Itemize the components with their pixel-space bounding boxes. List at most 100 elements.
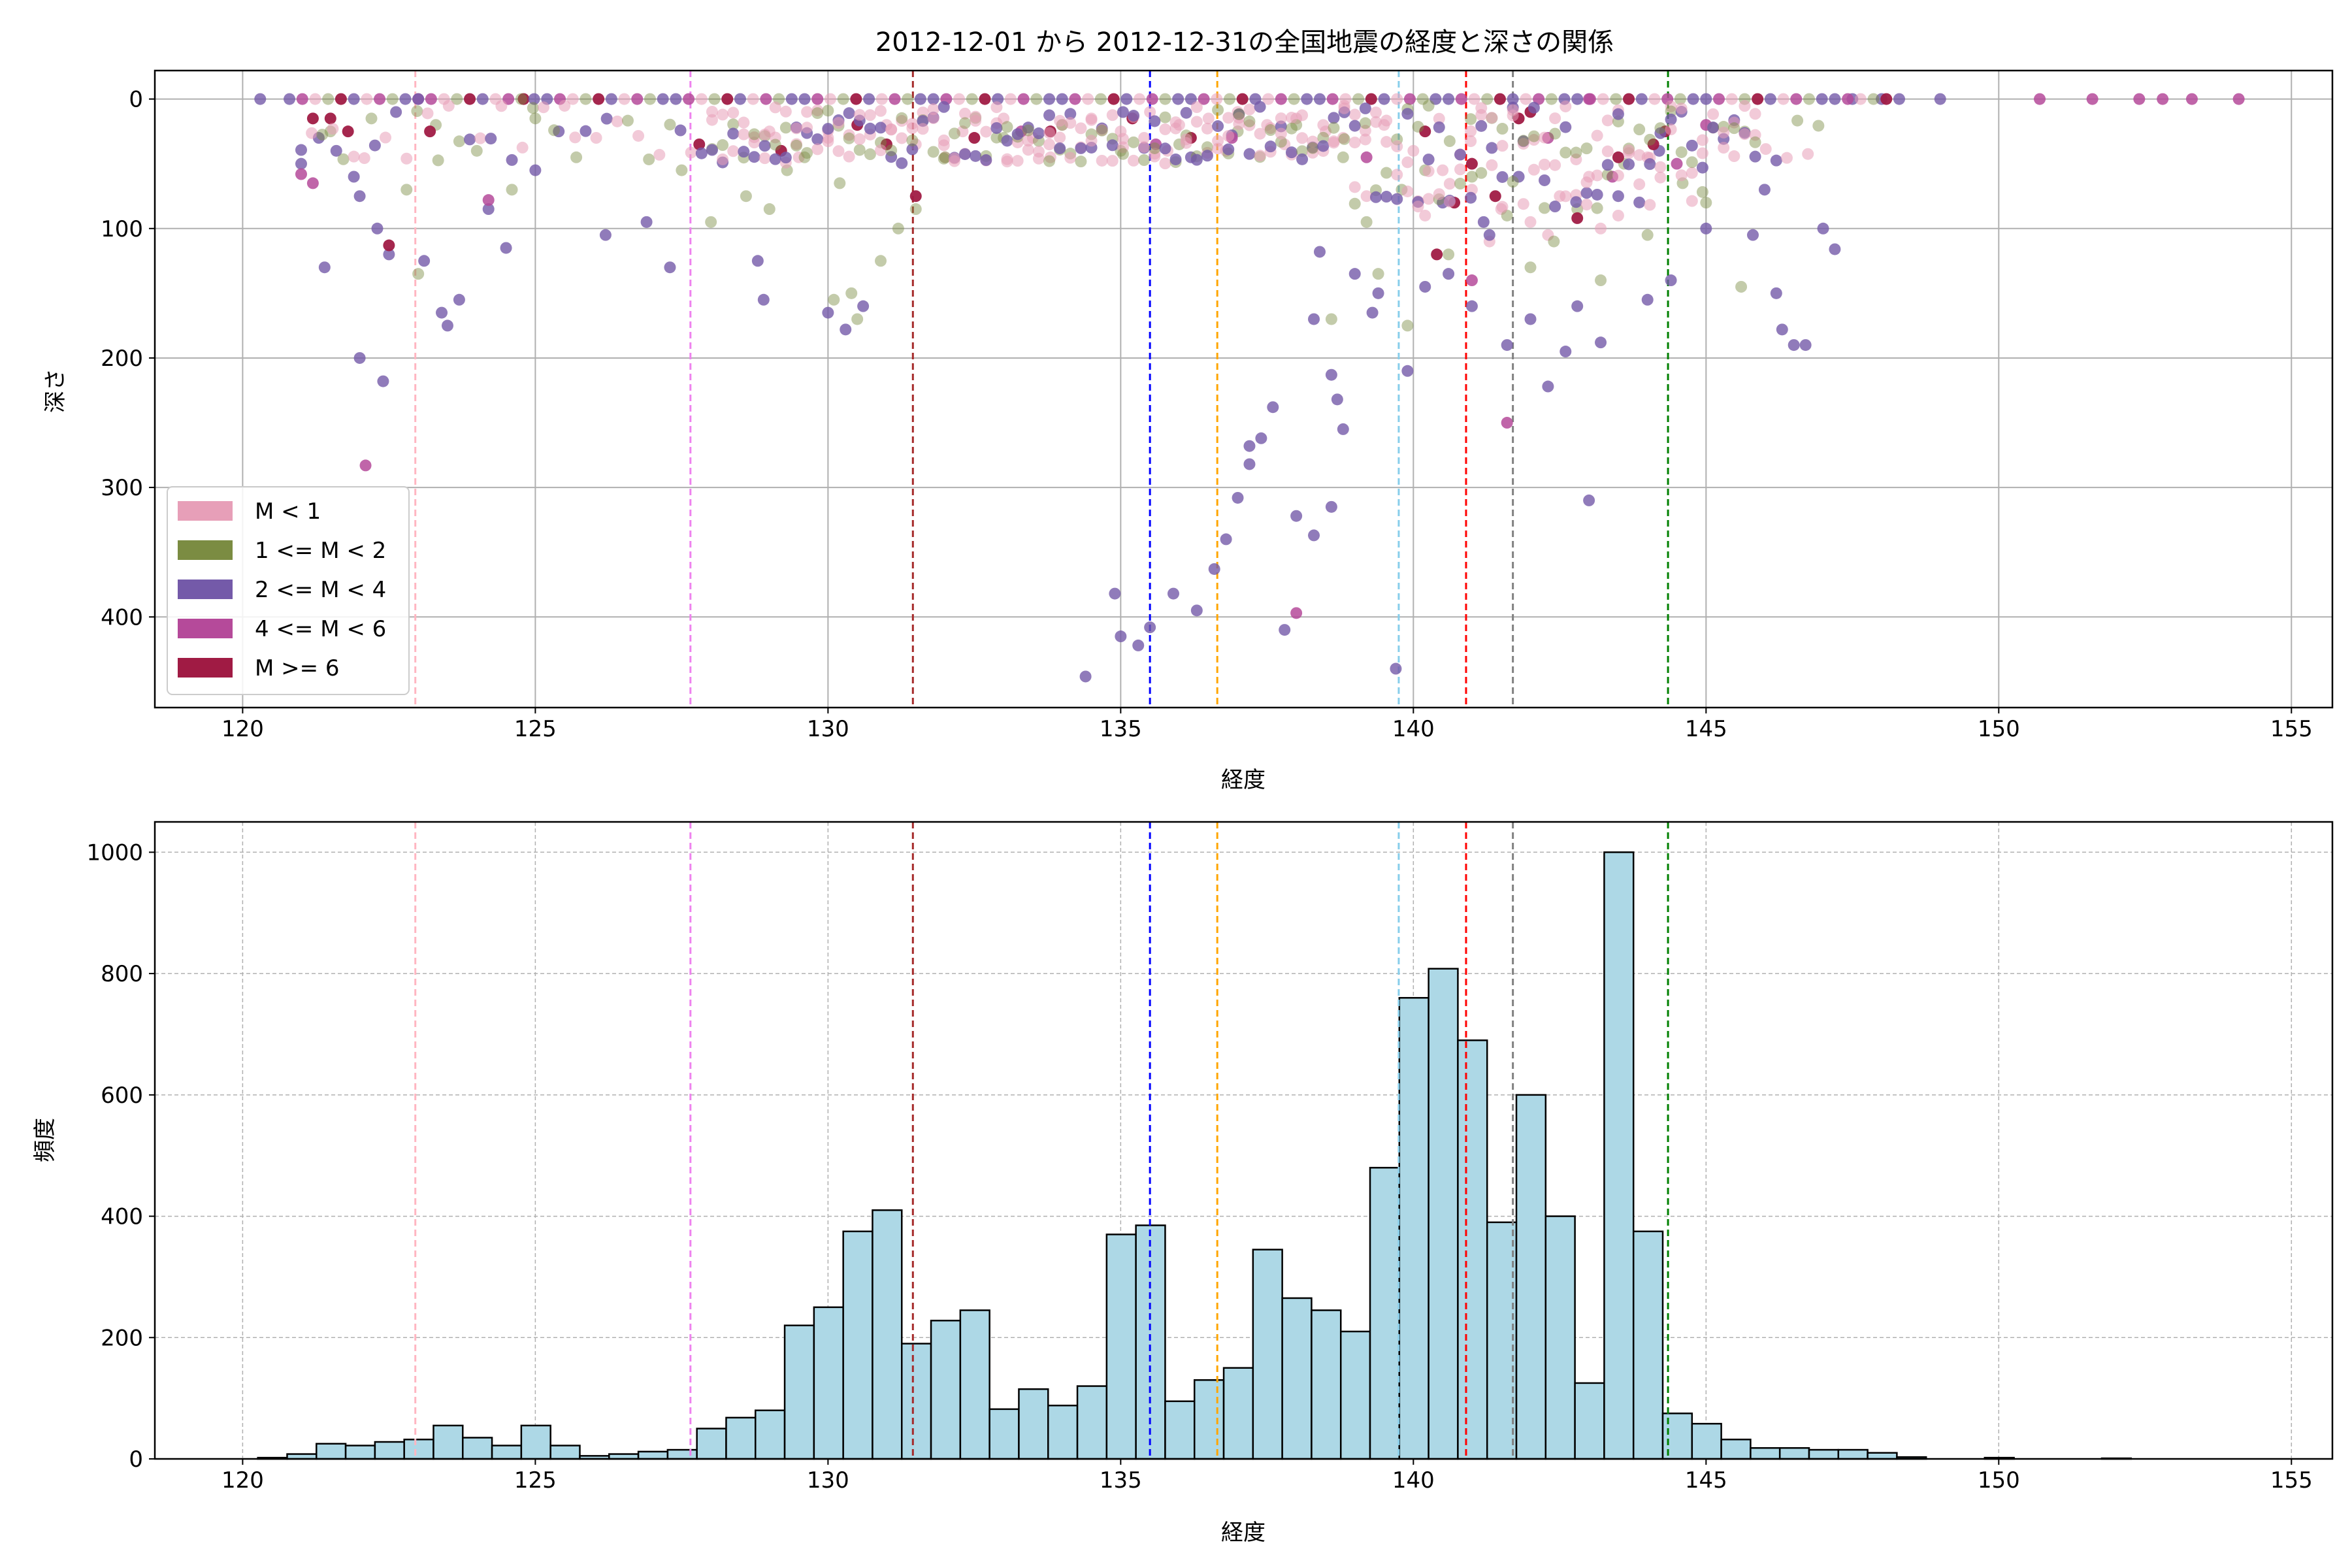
scatter-point <box>1085 135 1098 147</box>
scatter-point <box>1601 114 1614 127</box>
scatter-legend-label: M >= 6 <box>255 655 340 681</box>
histogram-bar <box>1164 1400 1196 1460</box>
scatter-point <box>953 93 966 105</box>
scatter-point <box>1770 287 1782 299</box>
scatter-point <box>1583 494 1595 506</box>
scatter-point <box>1788 339 1800 351</box>
scatter-x-tick-label: 145 <box>1685 716 1727 742</box>
histogram-bar <box>462 1437 493 1460</box>
scatter-point <box>1501 417 1513 429</box>
scatter-point <box>383 248 395 261</box>
scatter-point <box>1401 185 1414 197</box>
histogram-bar <box>1544 1215 1576 1460</box>
scatter-point <box>738 146 750 158</box>
scatter-point <box>527 102 539 114</box>
scatter-point <box>1443 178 1456 190</box>
scatter-point <box>938 101 950 113</box>
histogram-bar <box>872 1209 903 1460</box>
scatter-point <box>705 216 717 228</box>
scatter-point <box>1665 274 1677 287</box>
scatter-point <box>1597 93 1609 105</box>
scatter-point <box>1337 423 1349 435</box>
scatter-point <box>318 261 331 274</box>
scatter-point <box>853 133 866 146</box>
scatter-legend-label: M < 1 <box>255 498 321 525</box>
scatter-point <box>769 101 781 114</box>
scatter-point <box>683 93 695 105</box>
scatter-point <box>1022 124 1034 137</box>
scatter-point <box>1331 393 1343 406</box>
scatter-point <box>1571 212 1584 224</box>
scatter-point <box>1243 115 1256 127</box>
histogram-y-tick-label: 600 <box>101 1083 143 1109</box>
scatter-point <box>2133 93 2146 105</box>
scatter-point <box>1829 243 1841 255</box>
scatter-point <box>1422 193 1435 205</box>
scatter-point <box>1539 174 1551 186</box>
scatter-point <box>1595 336 1607 349</box>
histogram-bar <box>316 1443 347 1460</box>
scatter-point <box>1184 93 1197 105</box>
histogram-bar <box>1778 1447 1810 1460</box>
scatter-point <box>631 93 644 105</box>
scatter-y-tick-label: 0 <box>129 87 143 113</box>
scatter-point <box>1770 154 1782 167</box>
scatter-point <box>1635 93 1648 105</box>
scatter-point <box>966 93 978 105</box>
histogram-x-tick-label: 155 <box>2270 1467 2313 1494</box>
scatter-point <box>322 93 335 105</box>
scatter-point <box>1739 128 1751 140</box>
scatter-point <box>1560 100 1572 112</box>
scatter-point <box>418 255 431 267</box>
scatter-point <box>1201 141 1213 154</box>
scatter-point <box>1359 133 1371 146</box>
scatter-point <box>1612 151 1624 163</box>
histogram-bar <box>988 1408 1020 1460</box>
scatter-point <box>1325 368 1337 381</box>
scatter-point <box>1610 93 1622 105</box>
scatter-point <box>1064 117 1077 129</box>
scatter-point <box>1380 191 1393 203</box>
scatter-point <box>1494 93 1506 105</box>
scatter-point <box>822 123 834 135</box>
scatter-point <box>1686 139 1698 152</box>
scatter-point <box>1159 123 1171 135</box>
scatter-point <box>875 93 888 105</box>
histogram-reference-lines <box>414 822 1669 1459</box>
scatter-point <box>769 139 781 151</box>
scatter-point <box>1366 306 1379 319</box>
scatter-point <box>1431 248 1443 261</box>
scatter-point <box>896 132 908 144</box>
scatter-point <box>763 203 776 216</box>
histogram-bar <box>1691 1422 1722 1460</box>
scatter-point <box>383 239 395 252</box>
scatter-point <box>896 115 908 127</box>
scatter-point <box>1369 106 1382 119</box>
scatter-point <box>306 112 319 125</box>
scatter-point <box>1232 491 1244 504</box>
scatter-point <box>1524 216 1537 228</box>
histogram-bar <box>374 1441 405 1460</box>
scatter-point <box>570 151 583 163</box>
scatter-point <box>1128 110 1140 122</box>
histogram-bar <box>1486 1221 1518 1460</box>
scatter-point <box>1032 146 1045 158</box>
scatter-point <box>425 93 437 105</box>
scatter-point <box>1201 122 1213 135</box>
scatter-point <box>1475 167 1488 179</box>
scatter-point <box>1313 93 1326 105</box>
scatter-point <box>798 93 811 105</box>
scatter-point <box>1527 134 1540 146</box>
scatter-point <box>1696 186 1708 198</box>
scatter-point <box>845 287 858 299</box>
scatter-point <box>1043 155 1056 167</box>
scatter-point <box>1017 93 1030 105</box>
scatter-point <box>1243 458 1256 470</box>
scatter-point <box>906 122 919 135</box>
scatter-point <box>1212 120 1224 133</box>
scatter-point <box>1580 199 1593 211</box>
histogram-bar <box>1311 1309 1342 1460</box>
scatter-point <box>1348 268 1361 280</box>
scatter-point <box>959 148 972 160</box>
